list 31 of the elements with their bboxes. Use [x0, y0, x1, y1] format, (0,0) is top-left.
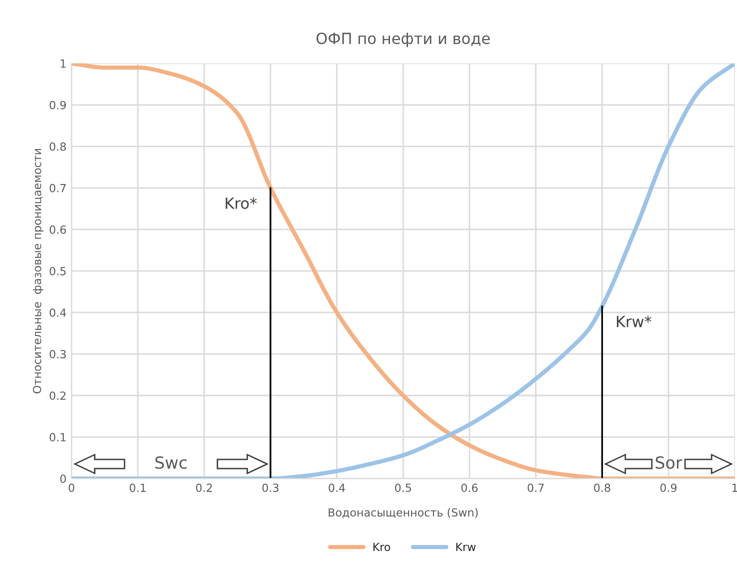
- y-axis-title: Относительные фазовые проницаемости: [32, 148, 44, 394]
- x-tick-label: 0.8: [594, 484, 610, 492]
- y-tick-label: 0.9: [50, 100, 66, 110]
- y-tick-label: 0.6: [50, 225, 66, 234]
- legend-label: Kro: [373, 542, 390, 552]
- x-tick-label: 0.6: [461, 484, 478, 492]
- x-axis-title: Водонасыщенность (Swn): [328, 508, 478, 518]
- chart-title: ОФП по нефти и воде: [316, 32, 490, 48]
- x-tick-label: 0.7: [528, 484, 544, 492]
- y-tick-label: 0.3: [50, 350, 66, 358]
- annotation: Swc: [155, 456, 187, 469]
- y-tick-label: 0.7: [50, 184, 66, 192]
- y-tick-label: 0.8: [50, 142, 66, 151]
- y-tick-label: 0.1: [50, 432, 66, 442]
- x-tick-label: 1: [732, 484, 737, 492]
- x-tick-label: 0.2: [196, 484, 212, 492]
- y-tick-label: 0.2: [50, 391, 66, 400]
- y-tick-label: 1: [60, 60, 66, 68]
- x-tick-label: 0.9: [660, 484, 677, 492]
- x-tick-label: 0: [68, 484, 74, 492]
- annotation: Kro*: [226, 197, 257, 209]
- x-tick-label: 0.4: [328, 484, 346, 492]
- legend-label: Krw: [456, 542, 476, 551]
- x-tick-label: 0.1: [130, 484, 146, 492]
- y-tick-label: 0: [60, 474, 66, 483]
- y-tick-label: 0.5: [50, 266, 66, 276]
- annotation: Sor: [656, 456, 682, 469]
- annotation: Krw*: [616, 316, 652, 328]
- x-tick-label: 0.3: [262, 484, 278, 492]
- x-tick-label: 0.5: [395, 484, 412, 492]
- y-tick-label: 0.4: [50, 308, 66, 317]
